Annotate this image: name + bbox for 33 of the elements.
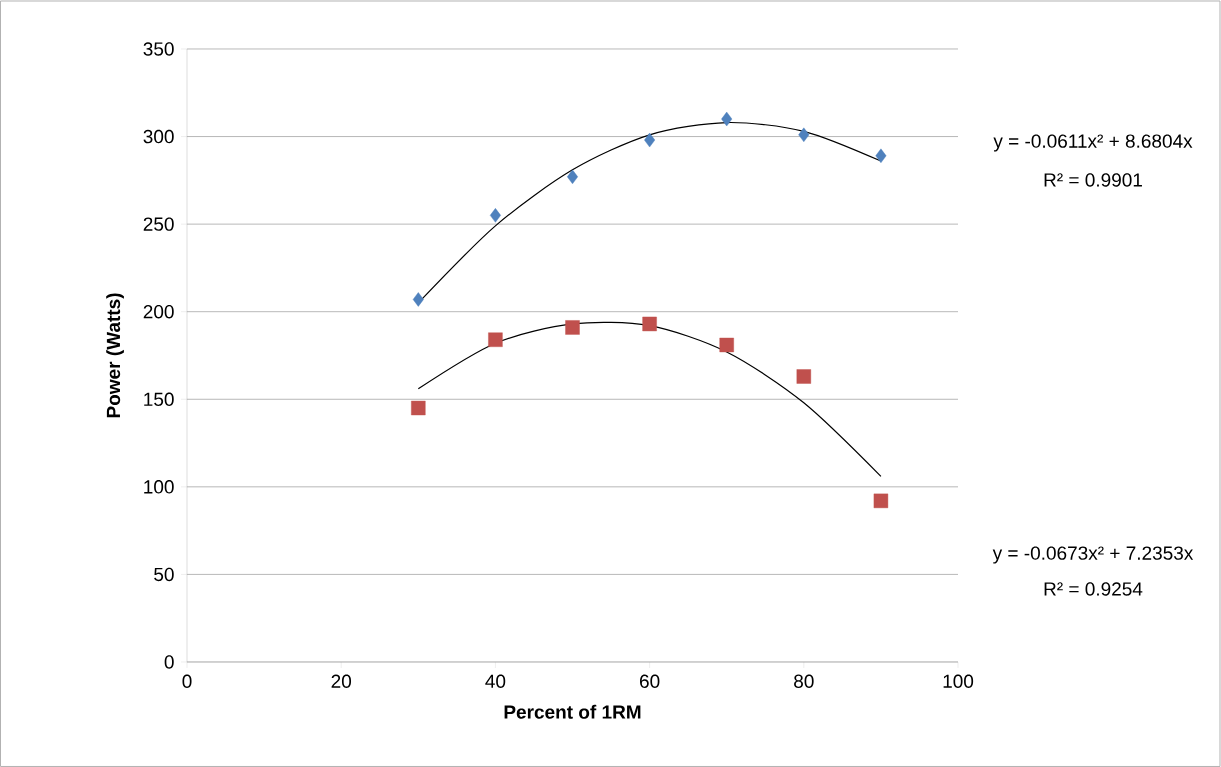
- x-tick-label: 100: [943, 674, 974, 688]
- text: y = -0.0673x² + 7.2353x: [992, 546, 1194, 564]
- point: [489, 208, 501, 223]
- x-axis-title: Percent of 1RM: [504, 704, 641, 719]
- point: [875, 148, 887, 164]
- y-tick-label: 150: [144, 392, 174, 406]
- x-tick-label: 0: [182, 674, 192, 688]
- y-tick-label: 50: [154, 567, 174, 582]
- point: [796, 369, 812, 384]
- text: y = -0.0611x² + 8.6804x: [993, 134, 1193, 152]
- point: [719, 337, 734, 353]
- point: [565, 320, 580, 335]
- y-tick-label: 350: [143, 42, 174, 56]
- y-tick-label: 300: [143, 129, 174, 144]
- y-tick-label: 200: [143, 304, 174, 319]
- y-tick-label: 100: [144, 480, 174, 494]
- point: [412, 292, 424, 307]
- point: [873, 493, 889, 509]
- y-axis-title: Power (Watts): [106, 293, 124, 418]
- x-tick-label: 20: [331, 674, 352, 688]
- text: R² = 0.9901: [1044, 173, 1142, 187]
- point: [642, 316, 657, 332]
- y-tick-label: 250: [143, 217, 174, 231]
- point: [644, 132, 656, 148]
- x-tick-label: 60: [640, 674, 660, 688]
- x-tick-label: 80: [794, 674, 814, 688]
- text: R² = 0.9254: [1044, 582, 1143, 596]
- point: [798, 127, 810, 142]
- y-tick-label: 0: [164, 655, 174, 669]
- point: [721, 111, 733, 127]
- point: [411, 400, 426, 416]
- x-tick-label: 40: [485, 674, 506, 688]
- point: [488, 332, 503, 347]
